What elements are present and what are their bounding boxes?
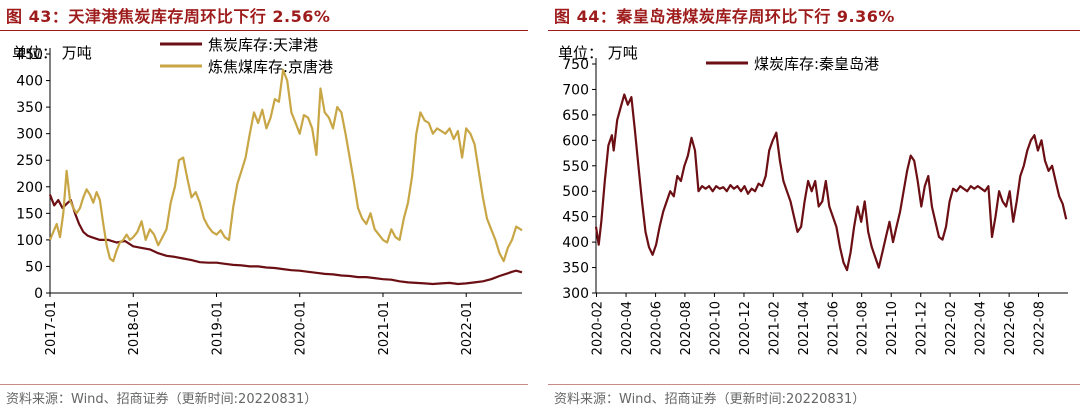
- source-rule: [548, 384, 1080, 385]
- x-tick-label: 2020-10: [708, 301, 723, 355]
- y-tick-label: 300: [16, 127, 43, 143]
- y-tick-label: 250: [16, 153, 43, 169]
- qinhuangdao-coal-chart: 300 350 400 450 500 550 600 650 700 750 2020-02 202…: [558, 44, 1068, 355]
- x-tick-label: 2021-01: [377, 301, 392, 355]
- x-tick-label: 2020-04: [620, 301, 635, 355]
- y-tick-label: 100: [16, 233, 43, 249]
- y-tick-label: 300: [562, 286, 589, 302]
- y-tick-label: 550: [562, 159, 589, 175]
- y-tick-label: 200: [16, 180, 43, 196]
- x-tick-label: 2017-01: [44, 301, 59, 355]
- y-tick-label: 450: [16, 47, 43, 63]
- y-tick-label: 50: [25, 259, 43, 275]
- legend-label: 煤炭库存:秦皇岛港: [754, 55, 879, 73]
- x-tick-label: 2022-01: [460, 301, 475, 355]
- legend-label: 焦炭库存:天津港: [208, 36, 318, 54]
- x-tick-label: 2021-02: [767, 301, 782, 355]
- unit-label: 单位： 万吨: [12, 44, 92, 62]
- y-tick-label: 150: [16, 206, 43, 222]
- x-tick-label: 2020-02: [591, 301, 606, 355]
- y-tick-label: 600: [562, 133, 589, 149]
- source-rule: [0, 384, 528, 385]
- source-note: 资料来源：Wind、招商证券（更新时间:20220831）: [6, 392, 318, 407]
- title-rule: [0, 30, 528, 31]
- figure-title: 图 43：天津港焦炭库存周环比下行 2.56%: [6, 7, 331, 26]
- y-tick-label: 0: [34, 286, 43, 302]
- left-figure: 图 43：天津港焦炭库存周环比下行 2.56% 0 50 100 150 200 250 3…: [0, 0, 528, 418]
- x-tick-label: 2020-01: [294, 301, 309, 355]
- x-tick-label: 2021-04: [797, 301, 812, 355]
- x-tick-label: 2022-08: [1032, 301, 1047, 355]
- unit-label: 单位： 万吨: [558, 44, 638, 62]
- legend-label: 炼焦煤库存:京唐港: [208, 58, 333, 76]
- x-tick-label: 2018-01: [127, 301, 142, 355]
- right-figure: 图 44：秦皇岛港煤炭库存周环比下行 9.36% 300 350 400 450 500…: [548, 0, 1080, 418]
- y-tick-label: 400: [562, 235, 589, 251]
- x-tick-label: 2022-06: [1003, 301, 1018, 355]
- series-line-1: [594, 93, 1068, 272]
- y-tick-label: 350: [16, 100, 43, 116]
- x-tick-label: 2022-04: [974, 301, 989, 355]
- y-tick-label: 400: [16, 74, 43, 90]
- x-tick-label: 2021-06: [826, 301, 841, 355]
- x-tick-label: 2020-08: [679, 301, 694, 355]
- x-tick-label: 2020-12: [738, 301, 753, 355]
- title-rule: [548, 30, 1080, 31]
- figure-title: 图 44：秦皇岛港煤炭库存周环比下行 9.36%: [554, 7, 895, 26]
- source-note: 资料来源：Wind、招商证券（更新时间:20220831）: [554, 392, 866, 407]
- x-tick-label: 2021-12: [915, 301, 930, 355]
- series-line-2: [48, 68, 523, 263]
- series-line-1: [48, 194, 523, 286]
- y-tick-label: 450: [562, 210, 589, 226]
- y-tick-label: 350: [562, 261, 589, 277]
- tianjin-coke-chart: 0 50 100 150 200 250 300 350 400 450 2017-01 2018-0…: [12, 36, 523, 355]
- x-tick-label: 2019-01: [210, 301, 225, 355]
- x-tick-label: 2020-06: [650, 301, 665, 355]
- y-tick-label: 750: [562, 57, 589, 73]
- y-tick-label: 500: [562, 184, 589, 200]
- y-tick-label: 700: [562, 82, 589, 98]
- x-tick-label: 2021-10: [885, 301, 900, 355]
- x-tick-label: 2021-08: [856, 301, 871, 355]
- x-tick-label: 2022-02: [944, 301, 959, 355]
- y-tick-label: 650: [562, 108, 589, 124]
